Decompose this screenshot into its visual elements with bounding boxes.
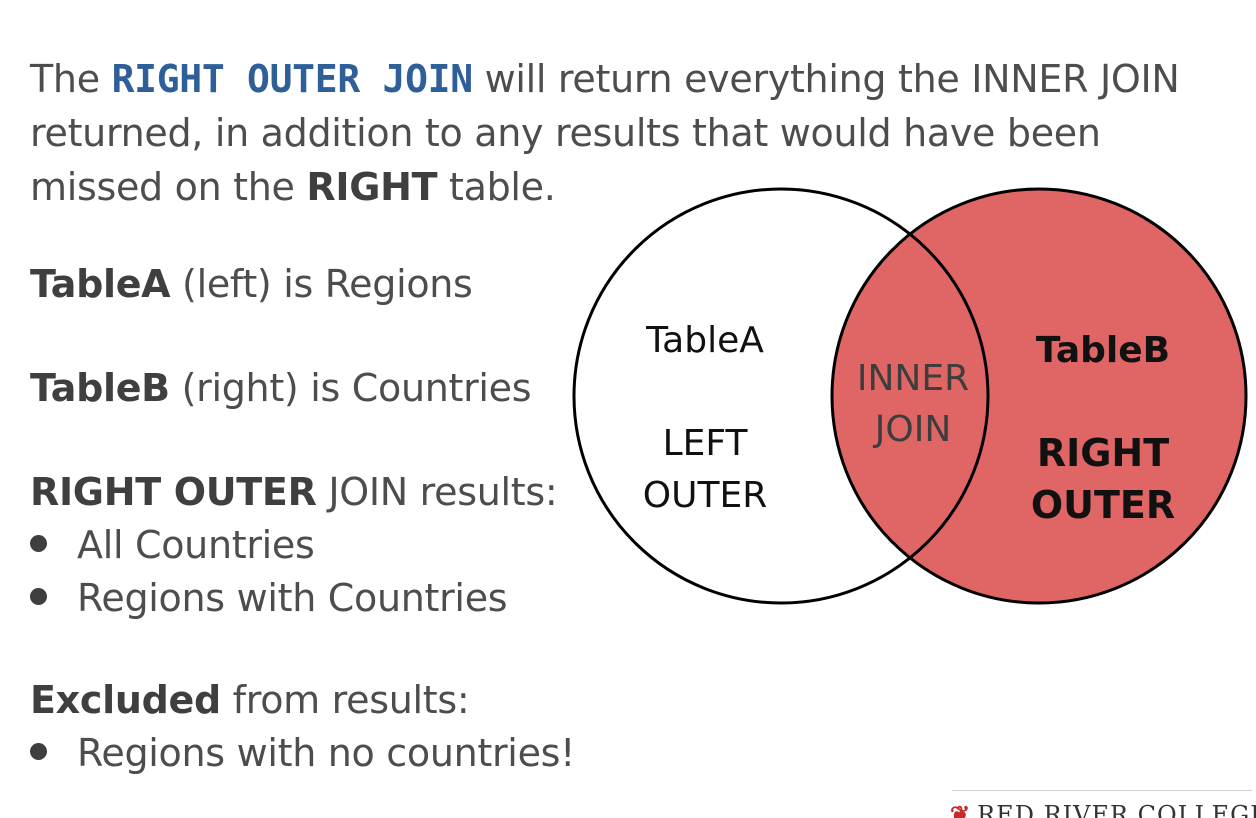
excluded-rest: from results: (220, 678, 470, 722)
excluded-item-1: Regions with no countries! (77, 731, 576, 775)
intro-text-2: will return everything the INNER JOIN re… (30, 57, 1180, 209)
table-b-line: TableB (right) is Countries (30, 366, 532, 410)
table-a-line: TableA (left) is Regions (30, 262, 473, 306)
venn-right-line2: OUTER (1031, 483, 1175, 527)
results-heading: RIGHT OUTER JOIN results: (30, 470, 558, 514)
list-item: Regions with Countries (30, 576, 508, 620)
list-item: All Countries (30, 523, 315, 567)
results-bold: RIGHT OUTER (30, 470, 317, 514)
results-item-2: Regions with Countries (77, 576, 508, 620)
table-b-rest: (right) is Countries (169, 366, 532, 410)
intro-right-bold: RIGHT (306, 165, 438, 209)
results-item-1: All Countries (77, 523, 315, 567)
intro-paragraph: The RIGHT OUTER JOIN will return everyth… (30, 52, 1230, 214)
venn-left-line1: LEFT (663, 423, 749, 464)
left-circle-outline (572, 187, 990, 605)
bullet-dot-icon (30, 588, 47, 605)
table-a-bold: TableA (30, 262, 171, 306)
venn-left-line2: OUTER (643, 475, 767, 516)
intro-text-3: table. (437, 165, 556, 209)
college-logo: ❦ RED RIVER COLLEGE (950, 800, 1256, 818)
logo-mark-icon: ❦ (950, 800, 972, 818)
bullet-dot-icon (30, 743, 47, 760)
venn-inner-line2: JOIN (873, 409, 952, 450)
venn-right-line1: RIGHT (1037, 431, 1169, 475)
excluded-bold: Excluded (30, 678, 221, 722)
logo-text: RED RIVER COLLEGE (977, 801, 1256, 818)
table-a-rest: (left) is Regions (170, 262, 473, 306)
right-outer-join-keyword: RIGHT OUTER JOIN (111, 57, 474, 101)
intro-text-1: The (30, 57, 112, 101)
footer-divider (952, 790, 1252, 791)
venn-right-title: TableB (1036, 330, 1170, 371)
inner-join-fill (832, 189, 988, 603)
table-b-bold: TableB (30, 366, 170, 410)
list-item: Regions with no countries! (30, 731, 575, 775)
bullet-dot-icon (30, 535, 47, 552)
right-circle-outline (830, 187, 1248, 605)
excluded-heading: Excluded from results: (30, 678, 470, 722)
results-rest: JOIN results: (316, 470, 558, 514)
venn-inner-line1: INNER (857, 358, 969, 399)
venn-left-title: TableA (645, 320, 764, 361)
